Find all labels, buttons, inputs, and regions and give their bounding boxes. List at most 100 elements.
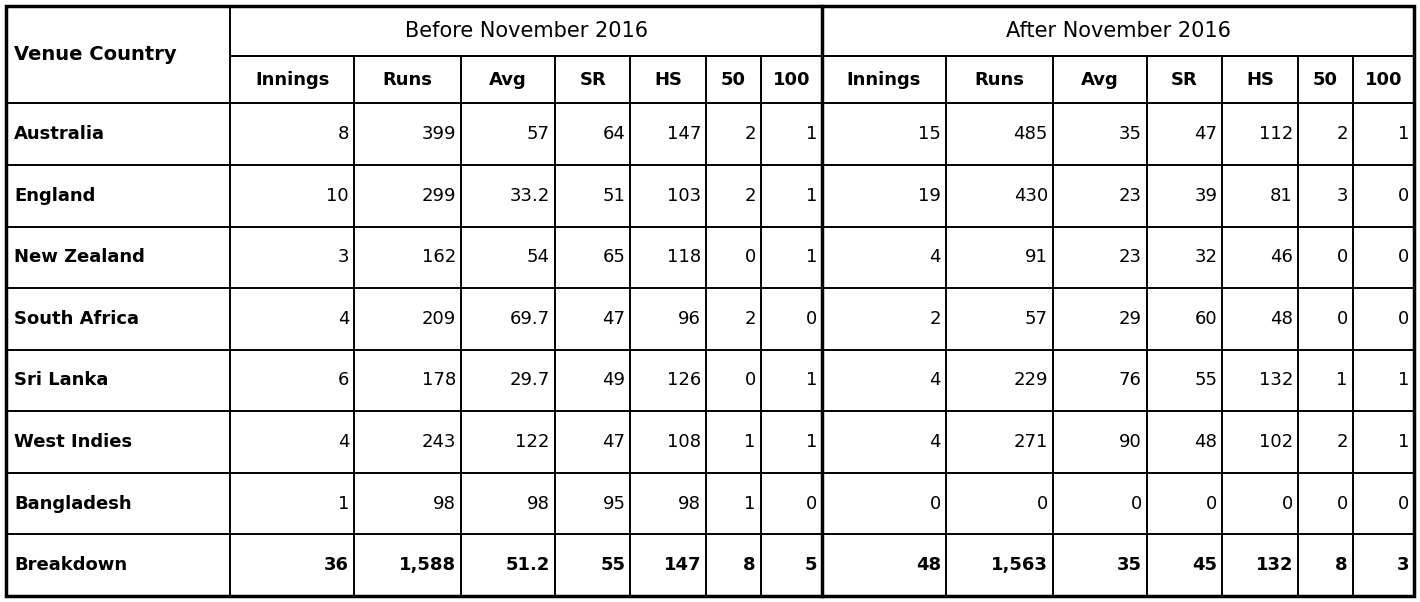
Bar (1147, 104, 1223, 165)
Text: 36: 36 (324, 556, 349, 574)
Bar (6, 411, 230, 473)
Bar (761, 411, 822, 473)
Text: Avg: Avg (488, 70, 527, 88)
Bar (462, 288, 555, 350)
Text: 100: 100 (1365, 70, 1402, 88)
Bar (1298, 104, 1353, 165)
Bar (706, 411, 761, 473)
Text: 48: 48 (1194, 433, 1217, 451)
Text: 0: 0 (1037, 495, 1048, 513)
Bar (1052, 473, 1147, 535)
Bar (6, 473, 230, 535)
Text: After November 2016: After November 2016 (1005, 21, 1231, 41)
Bar (354, 55, 462, 104)
Bar (1298, 350, 1353, 411)
Text: 46: 46 (1269, 248, 1294, 266)
Text: 81: 81 (1271, 187, 1294, 205)
Bar (946, 411, 1052, 473)
Bar (761, 226, 822, 288)
Bar (1052, 55, 1147, 104)
Bar (462, 55, 555, 104)
Text: 35: 35 (1116, 556, 1142, 574)
Text: West Indies: West Indies (14, 433, 132, 451)
Text: 162: 162 (422, 248, 456, 266)
Bar (462, 226, 555, 288)
Text: 209: 209 (422, 310, 456, 328)
Text: 485: 485 (1014, 125, 1048, 143)
Bar (555, 55, 630, 104)
Bar (1052, 535, 1147, 596)
Bar (761, 473, 822, 535)
Bar (1298, 411, 1353, 473)
Text: 118: 118 (667, 248, 701, 266)
Bar (1223, 473, 1298, 535)
Bar (1223, 288, 1298, 350)
Bar (1298, 226, 1353, 288)
Text: Sri Lanka: Sri Lanka (14, 371, 108, 389)
Bar (822, 473, 946, 535)
Text: 0: 0 (744, 248, 755, 266)
Text: 98: 98 (527, 495, 550, 513)
Text: 8: 8 (338, 125, 349, 143)
Bar (354, 226, 462, 288)
Bar (462, 350, 555, 411)
Text: South Africa: South Africa (14, 310, 139, 328)
Bar (946, 288, 1052, 350)
Text: 2: 2 (930, 310, 941, 328)
Bar (1298, 165, 1353, 226)
Bar (761, 288, 822, 350)
Text: 0: 0 (1130, 495, 1142, 513)
Text: 4: 4 (338, 433, 349, 451)
Text: SR: SR (1172, 70, 1198, 88)
Text: 4: 4 (930, 433, 941, 451)
Text: 33.2: 33.2 (510, 187, 550, 205)
Text: 60: 60 (1194, 310, 1217, 328)
Bar (230, 535, 354, 596)
Bar (230, 350, 354, 411)
Text: 1,563: 1,563 (991, 556, 1048, 574)
Text: 1: 1 (338, 495, 349, 513)
Text: 103: 103 (667, 187, 701, 205)
Bar (6, 535, 230, 596)
Text: 51.2: 51.2 (506, 556, 550, 574)
Text: 0: 0 (1397, 310, 1409, 328)
Text: 0: 0 (1206, 495, 1217, 513)
Text: HS: HS (1247, 70, 1274, 88)
Text: 50: 50 (721, 70, 746, 88)
Text: 50: 50 (1314, 70, 1338, 88)
Text: 35: 35 (1119, 125, 1142, 143)
Bar (6, 226, 230, 288)
Text: Avg: Avg (1081, 70, 1119, 88)
Bar (822, 165, 946, 226)
Bar (1223, 350, 1298, 411)
Bar (6, 104, 230, 165)
Bar (1353, 411, 1414, 473)
Bar (822, 535, 946, 596)
Bar (462, 165, 555, 226)
Text: 4: 4 (338, 310, 349, 328)
Text: Bangladesh: Bangladesh (14, 495, 132, 513)
Text: 10: 10 (327, 187, 349, 205)
Text: 23: 23 (1119, 187, 1142, 205)
Text: 1: 1 (1336, 371, 1348, 389)
Text: England: England (14, 187, 95, 205)
Bar (230, 55, 354, 104)
Bar (1353, 104, 1414, 165)
Text: 0: 0 (1397, 495, 1409, 513)
Text: 1: 1 (744, 495, 755, 513)
Text: SR: SR (579, 70, 606, 88)
Bar (555, 411, 630, 473)
Bar (1147, 535, 1223, 596)
Bar (1353, 350, 1414, 411)
Bar (1223, 104, 1298, 165)
Text: 54: 54 (527, 248, 550, 266)
Text: 1: 1 (805, 187, 816, 205)
Bar (1223, 535, 1298, 596)
Text: 229: 229 (1014, 371, 1048, 389)
Text: 430: 430 (1014, 187, 1048, 205)
Bar (462, 535, 555, 596)
Text: 1,588: 1,588 (399, 556, 456, 574)
Bar (1052, 165, 1147, 226)
Text: Australia: Australia (14, 125, 105, 143)
Bar (1223, 226, 1298, 288)
